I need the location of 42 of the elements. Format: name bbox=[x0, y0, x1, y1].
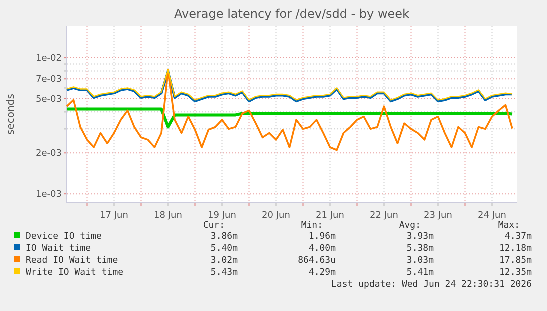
y-tick-label: 1e-02 bbox=[36, 54, 62, 64]
legend-label: Device IO time bbox=[26, 232, 102, 242]
x-tick-label: 22 Jun bbox=[370, 211, 398, 221]
text: 3.02m bbox=[210, 256, 238, 266]
line-series bbox=[66, 108, 514, 129]
x-tick-label: 24 Jun bbox=[478, 211, 506, 221]
text: 1.96m bbox=[308, 232, 336, 242]
text: 864.63u bbox=[298, 256, 336, 266]
text: Max: bbox=[498, 221, 520, 231]
text: 3.03m bbox=[406, 256, 434, 266]
text: 5.43m bbox=[210, 268, 238, 278]
text: 5.41m bbox=[406, 268, 434, 278]
text: 4.29m bbox=[308, 268, 336, 278]
legend-label: IO Wait time bbox=[26, 244, 92, 254]
chart-title: Average latency for /dev/sdd - by week bbox=[174, 7, 410, 21]
text: 12.35m bbox=[499, 268, 532, 278]
x-tick-label: 17 Jun bbox=[100, 211, 128, 221]
text: 5.40m bbox=[210, 244, 238, 254]
text: Min: bbox=[301, 221, 323, 231]
text: 4.00m bbox=[308, 244, 336, 254]
text: 5.38m bbox=[406, 244, 434, 254]
x-tick-label: 18 Jun bbox=[154, 211, 182, 221]
y-tick-label: 5e-03 bbox=[36, 94, 62, 105]
text: 12.18m bbox=[499, 244, 532, 254]
x-tick-label: 20 Jun bbox=[262, 211, 290, 221]
text: Avg: bbox=[399, 221, 421, 231]
x-tick-label: 23 Jun bbox=[424, 211, 452, 221]
y-tick-label: 1e-03 bbox=[36, 190, 62, 200]
legend-label: Read IO Wait time bbox=[26, 256, 118, 266]
text: 17.85m bbox=[499, 256, 532, 266]
text: Last update: Wed Jun 24 22:30:31 2026 bbox=[332, 280, 532, 290]
legend-label: Write IO Wait time bbox=[26, 268, 124, 278]
text: 3.86m bbox=[210, 232, 238, 242]
y-tick-label: 7e-03 bbox=[36, 75, 62, 86]
x-tick-label: 21 Jun bbox=[316, 211, 344, 221]
line-series bbox=[66, 68, 514, 152]
text: 4.37m bbox=[504, 232, 532, 242]
y-tick-label: 2e-03 bbox=[36, 149, 62, 160]
y-axis-title: seconds bbox=[6, 94, 17, 135]
text: Cur: bbox=[203, 221, 225, 231]
text: 3.93m bbox=[406, 232, 434, 242]
x-tick-label: 19 Jun bbox=[208, 211, 236, 221]
